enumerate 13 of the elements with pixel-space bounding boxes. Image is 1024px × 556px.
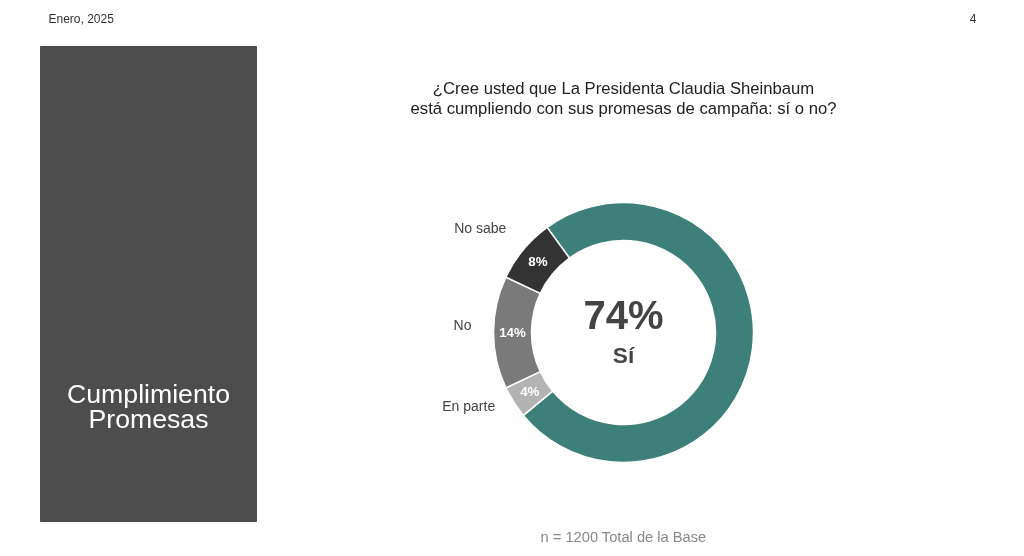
text: Cumplimiento Promesas — [67, 379, 230, 435]
data-label: 4% — [520, 384, 540, 400]
text: 4 — [969, 12, 977, 26]
data-label: 8% — [528, 254, 548, 270]
text: n = 1200 Total de la Base — [540, 528, 707, 545]
slice-label: No sabe — [454, 219, 507, 236]
slice-label: En parte — [442, 397, 496, 414]
data-label: 74% — [583, 292, 664, 337]
slice-label: No — [453, 316, 472, 333]
chart-title: ¿Cree usted que La Presidenta Claudia Sheinbaum está cumpliendo con sus promesas de campaña: sí o no? — [410, 79, 837, 118]
text: Enero, 2025 — [48, 11, 115, 26]
data-label: 14% — [499, 325, 526, 340]
slice-label: Sí — [612, 341, 635, 368]
